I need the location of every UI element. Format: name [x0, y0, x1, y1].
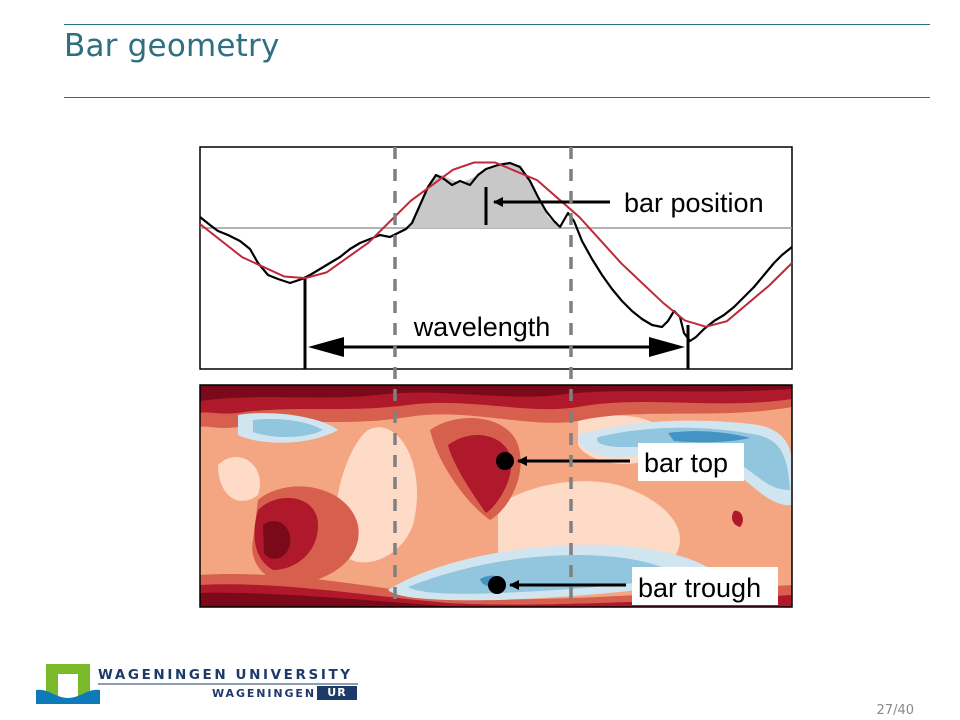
bar-trough-label-background [632, 567, 778, 605]
wur-name: WAGENINGEN [212, 687, 316, 700]
bar-position-label: bar position [624, 188, 764, 218]
fitted-sine-line [199, 161, 793, 328]
wavelength-arrowhead-right [649, 337, 685, 357]
profile-panel: bar position wavelength [199, 146, 793, 370]
bar-top-marker [496, 452, 514, 470]
wageningen-logo [36, 664, 358, 704]
bar-geometry-figure: bar position wavelength [199, 146, 793, 608]
wavelength-arrowhead-left [308, 337, 344, 357]
bar-trough-label: bar trough [638, 573, 761, 603]
wavelength-label-background [404, 311, 560, 343]
wur-abbrev-badge: UR [317, 686, 357, 700]
bar-trough-marker [488, 576, 506, 594]
map-frame [199, 384, 793, 608]
logo-white-door [58, 674, 78, 698]
university-name: WAGENINGEN UNIVERSITY [98, 667, 353, 683]
title-rule-top [64, 24, 930, 25]
wavelength-label: wavelength [413, 312, 551, 342]
bed-level-map-panel: bar top bar trough [199, 384, 793, 608]
slide-title: Bar geometry [64, 28, 280, 64]
page-number: 27/40 [876, 703, 914, 718]
logo-blue-wave [36, 689, 100, 704]
bar-top-label-background [638, 443, 744, 481]
title-rule-bottom [64, 97, 930, 98]
bar-top-label: bar top [644, 448, 728, 478]
measured-profile-line [199, 161, 793, 343]
